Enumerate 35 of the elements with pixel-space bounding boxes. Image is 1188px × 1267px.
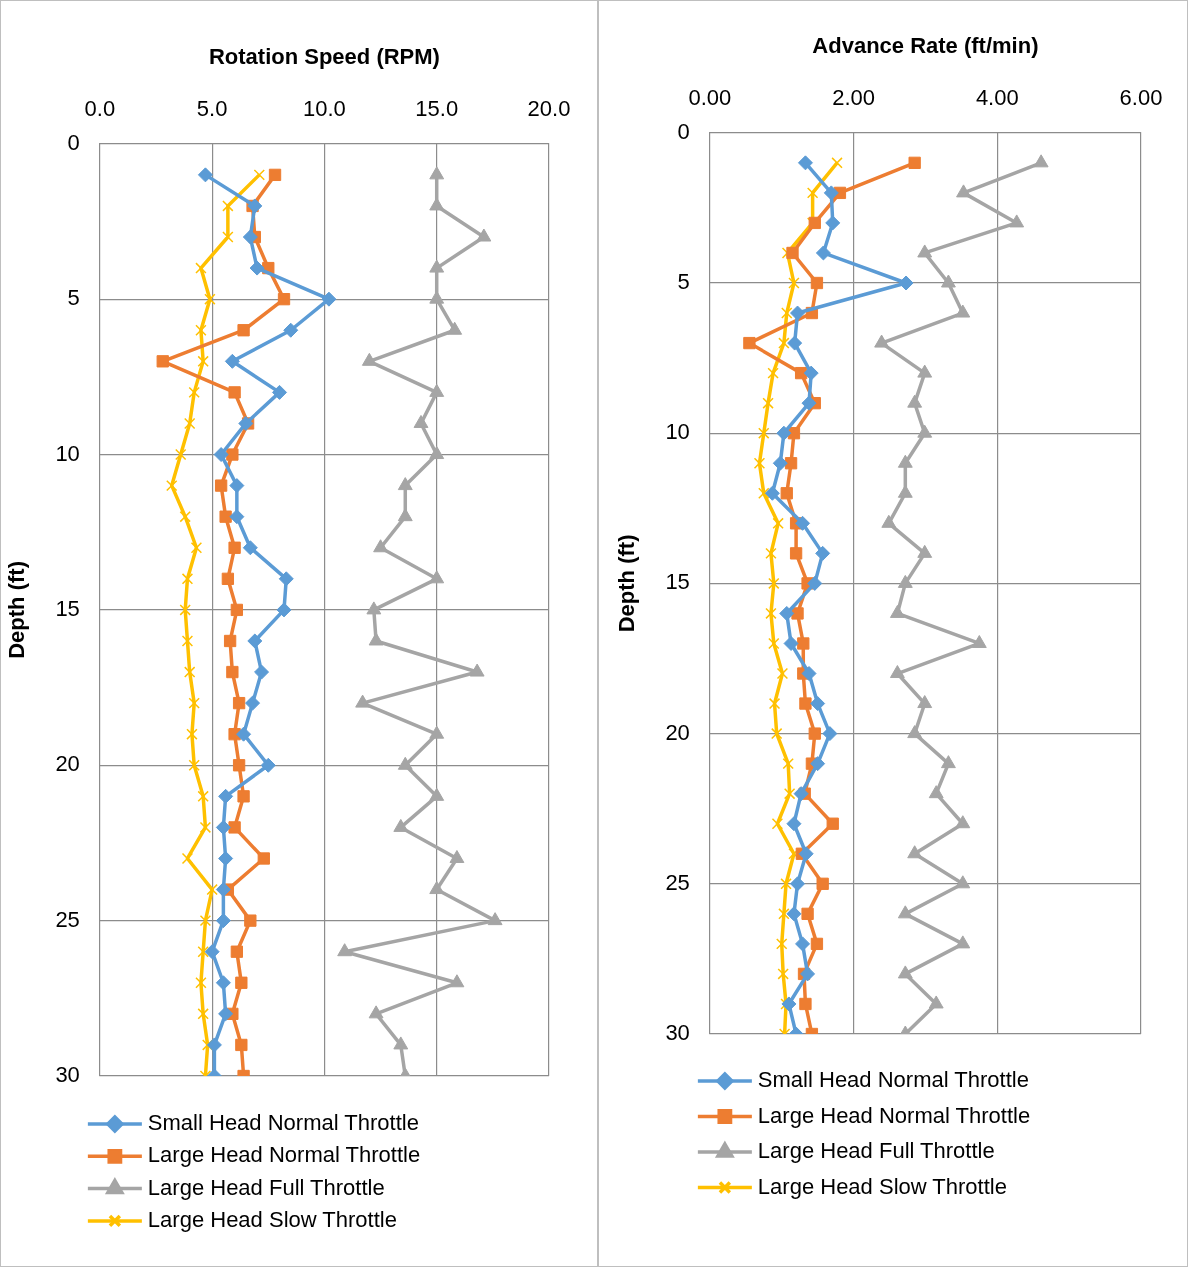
y-tick-label: 5 — [677, 269, 690, 295]
x-tick-label: 2.00 — [832, 84, 875, 110]
y-tick-label: 15 — [665, 569, 690, 595]
x-tick-label: 0.00 — [688, 84, 732, 110]
legend-label: Large Head Slow Throttle — [147, 1206, 397, 1232]
x-axis-title: Rotation Speed (RPM) — [208, 44, 440, 70]
y-tick-label: 25 — [665, 869, 690, 895]
y-tick-label: 20 — [665, 719, 690, 745]
legend-label: Large Head Normal Throttle — [147, 1142, 421, 1168]
x-tick-label: 0.0 — [84, 95, 116, 121]
y-tick-label: 0 — [677, 118, 690, 144]
x-tick-label: 5.0 — [196, 95, 228, 121]
x-tick-label: 10.0 — [303, 95, 346, 121]
legend-label: Large Head Full Throttle — [757, 1138, 995, 1164]
legend-label: Large Head Full Throttle — [147, 1174, 385, 1200]
y-tick-label: 10 — [665, 419, 690, 445]
x-axis-title: Advance Rate (ft/min) — [812, 33, 1039, 59]
y-tick-label: 10 — [55, 440, 80, 466]
x-tick-label: 4.00 — [975, 84, 1019, 110]
x-tick-label: 15.0 — [415, 95, 459, 121]
legend-label: Small Head Normal Throttle — [757, 1067, 1029, 1093]
y-axis-title: Depth (ft) — [614, 534, 640, 633]
y-tick-label: 15 — [55, 595, 80, 621]
y-axis-title: Depth (ft) — [4, 561, 30, 659]
legend-label: Small Head Normal Throttle — [147, 1110, 419, 1136]
legend-label: Large Head Slow Throttle — [757, 1173, 1007, 1199]
y-tick-label: 20 — [55, 751, 80, 777]
y-tick-label: 0 — [67, 129, 80, 155]
x-tick-label: 20.0 — [527, 95, 571, 121]
y-tick-label: 30 — [55, 1062, 80, 1088]
legend-label: Large Head Normal Throttle — [757, 1102, 1031, 1128]
y-tick-label: 30 — [665, 1020, 690, 1046]
y-tick-label: 5 — [67, 285, 80, 311]
y-tick-label: 25 — [55, 906, 80, 932]
x-tick-label: 6.00 — [1119, 84, 1163, 110]
